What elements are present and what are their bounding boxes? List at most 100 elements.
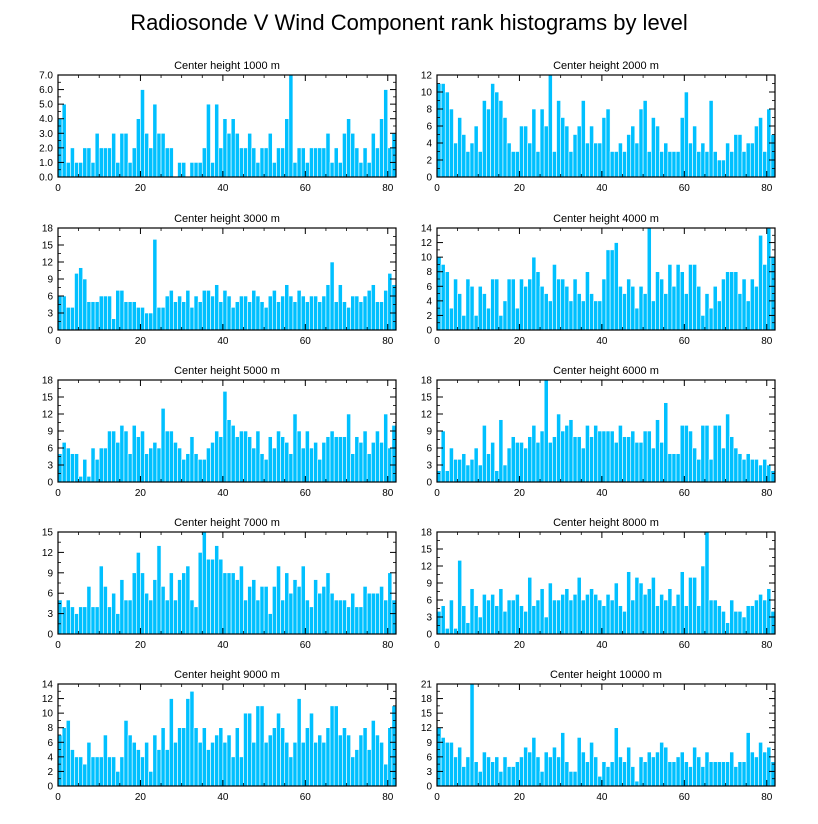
histogram-bar <box>457 459 463 483</box>
histogram-bar <box>543 293 549 331</box>
histogram-bar <box>663 293 669 331</box>
histogram-bar <box>140 89 145 178</box>
histogram-bar <box>671 285 677 331</box>
histogram-bar <box>609 430 615 483</box>
histogram-bar <box>543 379 549 483</box>
x-tick-label: 40 <box>217 640 229 651</box>
histogram-bar <box>305 727 310 787</box>
histogram-bar <box>655 271 660 331</box>
histogram-panel: Center height 3000 m 0 20 40 60 80 0 3 6 9 12 15 18 <box>42 213 397 347</box>
histogram-bar <box>288 295 294 331</box>
histogram-bar <box>387 273 393 331</box>
histogram-bar <box>552 599 557 635</box>
histogram-bar <box>346 606 351 635</box>
histogram-bar <box>766 227 772 331</box>
histogram-bar <box>119 290 125 331</box>
histogram-bar <box>362 295 368 331</box>
x-tick-label: 60 <box>679 488 691 499</box>
histogram-bar <box>729 751 735 787</box>
histogram-bar <box>222 290 228 331</box>
histogram-bar <box>655 605 660 635</box>
histogram-bar <box>218 727 224 787</box>
histogram-bar <box>70 453 75 483</box>
histogram-bar <box>700 142 706 178</box>
histogram-bar <box>226 419 232 483</box>
histogram-bar <box>127 301 133 331</box>
histogram-bar <box>119 756 125 787</box>
histogram-bar <box>234 132 240 178</box>
histogram-bar <box>65 162 71 178</box>
histogram-bar <box>214 545 220 635</box>
histogram-bar <box>152 734 158 787</box>
histogram-bar <box>342 436 347 483</box>
histogram-bar <box>94 132 100 178</box>
histogram-bar <box>477 616 483 635</box>
histogram-bar <box>243 147 248 178</box>
x-tick-label: 80 <box>761 183 773 194</box>
histogram-bar <box>440 737 446 787</box>
x-tick-label: 40 <box>596 488 608 499</box>
histogram-bar <box>284 118 290 178</box>
histogram-bar <box>552 436 557 483</box>
histogram-bar <box>78 267 84 331</box>
histogram-bar <box>646 430 652 483</box>
histogram-bar <box>78 162 84 178</box>
histogram-bar <box>65 307 71 331</box>
y-tick-label: 15 <box>421 545 433 556</box>
histogram-bar <box>675 151 681 178</box>
histogram-bar <box>741 761 747 787</box>
histogram-bar <box>531 425 537 483</box>
histogram-bar <box>243 430 248 483</box>
histogram-bar <box>766 588 772 635</box>
histogram-bar <box>712 151 718 178</box>
histogram-bar <box>156 545 162 635</box>
y-tick-label: 6 <box>47 589 53 600</box>
histogram-bar <box>679 425 685 483</box>
histogram-bar <box>90 301 96 331</box>
histogram-bar <box>358 734 364 787</box>
panel-title: Center height 8000 m <box>553 517 659 529</box>
histogram-bar <box>346 118 351 178</box>
histogram-bar <box>247 712 253 787</box>
histogram-bar <box>477 464 483 483</box>
y-tick-label: 21 <box>421 680 433 691</box>
panel-title: Center height 2000 m <box>553 60 659 72</box>
histogram-bar <box>144 592 149 635</box>
histogram-bar <box>160 307 166 331</box>
histogram-bar <box>593 594 599 635</box>
histogram-bar <box>482 594 487 635</box>
histogram-bar <box>255 430 261 483</box>
histogram-bar <box>292 162 298 178</box>
histogram-bar <box>580 100 586 178</box>
histogram-bar <box>622 436 627 483</box>
y-tick-label: 18 <box>42 224 54 235</box>
x-tick-label: 60 <box>679 640 691 651</box>
histogram-bar <box>152 442 158 483</box>
x-tick-label: 80 <box>761 792 773 803</box>
histogram-bar <box>321 147 327 178</box>
x-tick-label: 60 <box>300 640 312 651</box>
histogram-bar <box>556 100 561 178</box>
histogram-panel: Center height 4000 m 0 20 40 60 80 0 2 4 6 8 10 12 14 <box>421 213 776 347</box>
histogram-bar <box>572 278 578 331</box>
histogram-bar <box>531 605 537 635</box>
y-tick-label: 2.0 <box>39 143 53 154</box>
histogram-bar <box>506 766 512 787</box>
y-tick-label: 12 <box>421 71 433 82</box>
histogram-bar <box>741 459 747 483</box>
histogram-bar <box>692 577 697 635</box>
histogram-bar <box>465 464 471 483</box>
histogram-bar <box>609 599 615 635</box>
histogram-bar <box>568 771 574 787</box>
histogram-bar <box>659 741 665 787</box>
histogram-bar <box>712 425 718 483</box>
histogram-bar <box>601 761 607 787</box>
histogram-bar <box>111 756 117 787</box>
histogram-bar <box>74 756 79 787</box>
histogram-bar <box>754 599 759 635</box>
histogram-bar <box>305 430 310 483</box>
histogram-bar <box>696 285 702 331</box>
x-tick-label: 60 <box>679 183 691 194</box>
histogram-bar <box>107 756 112 787</box>
histogram-bar <box>601 605 607 635</box>
